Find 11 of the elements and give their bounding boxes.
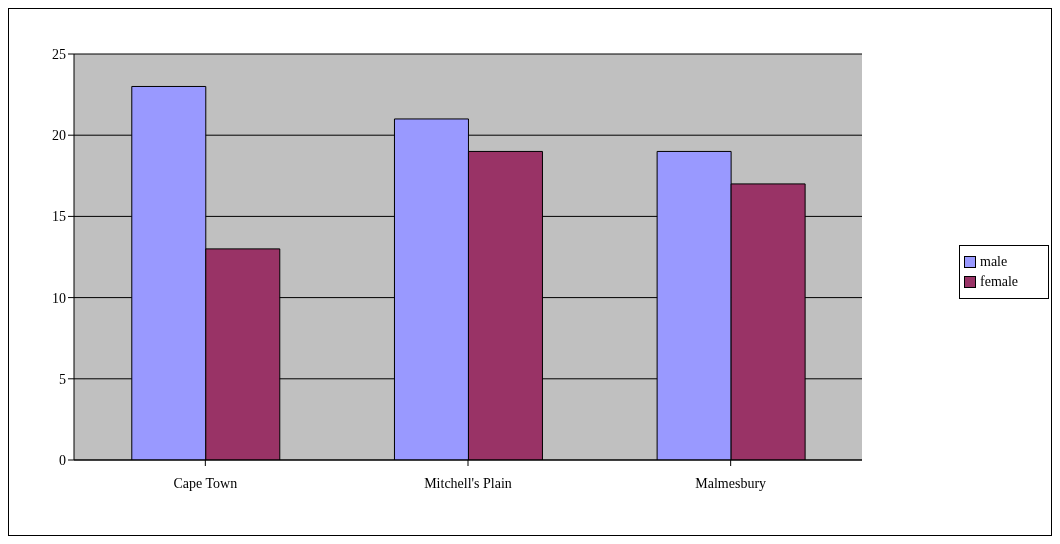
- y-tick-label: 5: [59, 371, 66, 387]
- y-tick-label: 25: [52, 46, 66, 62]
- x-tick-label: Malmesbury: [695, 475, 767, 491]
- x-tick-label: Mitchell's Plain: [424, 475, 512, 491]
- y-tick-label: 15: [52, 209, 66, 225]
- y-tick-label: 20: [52, 128, 66, 144]
- legend-label: female: [980, 274, 1019, 290]
- x-tick-label: Cape Town: [173, 475, 238, 491]
- legend-label: male: [980, 254, 1008, 270]
- y-tick-label: 0: [59, 452, 66, 468]
- y-tick-label: 10: [52, 290, 66, 306]
